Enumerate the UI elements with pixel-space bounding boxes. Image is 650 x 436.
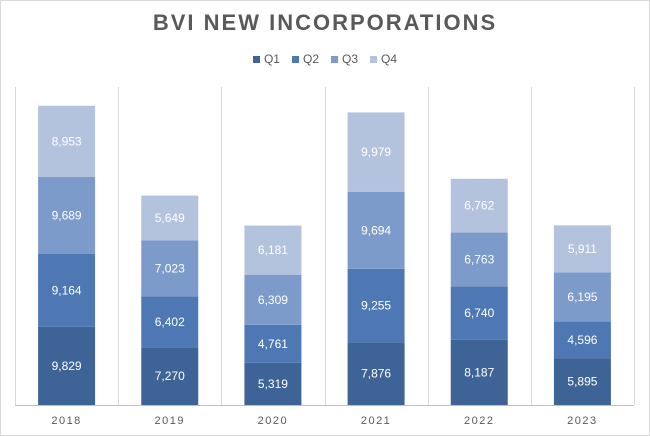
legend-label: Q4 <box>381 52 398 66</box>
bar-segment-q4-2018 <box>38 105 96 177</box>
bar-segment-q2-2018 <box>38 254 96 327</box>
data-label: 9,164 <box>52 283 82 297</box>
legend-swatch <box>291 55 299 63</box>
data-label: 6,763 <box>464 252 494 266</box>
legend-label: Q3 <box>342 52 359 66</box>
data-label: 8,953 <box>52 134 82 148</box>
data-label: 5,649 <box>155 211 185 225</box>
bar-segment-q2-2022 <box>450 286 508 340</box>
bar-segment-q3-2023 <box>553 272 611 322</box>
legend-label: Q2 <box>302 52 319 66</box>
x-tick-label: 2022 <box>464 415 494 427</box>
x-tick-label: 2019 <box>155 415 185 427</box>
data-label: 5,319 <box>258 377 288 391</box>
bar-segment-q4-2022 <box>450 178 508 233</box>
x-tick-label: 2018 <box>51 415 81 427</box>
bar-segment-q3-2019 <box>141 240 199 297</box>
bar-segment-q2-2021 <box>347 268 405 343</box>
bar-segment-q4-2021 <box>347 112 405 192</box>
chart-legend: Q1 Q2 Q3 Q4 <box>0 52 650 66</box>
bar-segment-q1-2020 <box>244 362 302 405</box>
bar-segment-q4-2023 <box>553 225 611 273</box>
data-label: 9,829 <box>52 359 82 373</box>
data-label: 8,187 <box>464 365 494 379</box>
bar-segment-q2-2023 <box>553 321 611 359</box>
x-tick-label: 2021 <box>361 415 391 427</box>
legend-swatch <box>331 55 338 63</box>
data-label: 7,270 <box>155 369 185 383</box>
legend-swatch <box>370 55 378 63</box>
legend-item-q3: Q3 <box>331 52 358 66</box>
data-label: 9,979 <box>361 145 391 159</box>
data-label: 6,740 <box>464 306 494 320</box>
bar-segment-q2-2019 <box>141 296 199 348</box>
data-label: 5,895 <box>567 375 597 389</box>
x-tick-label: 2023 <box>567 415 597 427</box>
bar-segment-q3-2022 <box>450 232 508 287</box>
legend-item-q1: Q1 <box>252 52 280 66</box>
data-label: 9,694 <box>361 223 391 237</box>
bar-segment-q1-2022 <box>450 339 508 405</box>
data-label: 6,309 <box>258 293 288 307</box>
data-label: 9,689 <box>52 208 82 222</box>
chart-title: BVI NEW INCORPORATIONS <box>152 10 498 35</box>
bar-segment-q3-2018 <box>38 176 96 255</box>
data-label: 7,876 <box>361 367 391 381</box>
bar-segment-q3-2020 <box>244 274 302 325</box>
data-label: 6,762 <box>464 199 494 213</box>
legend-swatch <box>252 55 260 63</box>
data-label: 7,023 <box>155 261 185 275</box>
data-label: 9,255 <box>361 299 391 313</box>
bar-segment-q1-2023 <box>553 358 611 405</box>
bar-segment-q4-2020 <box>244 225 302 275</box>
data-label: 6,181 <box>258 243 288 257</box>
bar-segment-q1-2018 <box>38 326 96 405</box>
legend-item-q2: Q2 <box>291 52 319 66</box>
bar-segment-q2-2020 <box>244 324 302 363</box>
data-label: 4,596 <box>567 333 597 347</box>
legend-item-q4: Q4 <box>370 52 397 66</box>
data-label: 5,911 <box>568 242 597 256</box>
legend-label: Q1 <box>263 52 280 66</box>
bar-segment-q4-2019 <box>141 195 199 241</box>
data-label: 4,761 <box>258 337 288 351</box>
bar-segment-q1-2021 <box>347 342 405 405</box>
bar-segment-q1-2019 <box>141 347 199 405</box>
bar-segment-q3-2021 <box>347 191 405 269</box>
data-label: 6,402 <box>155 315 185 329</box>
x-tick-label: 2020 <box>258 415 288 427</box>
data-label: 6,195 <box>567 290 597 304</box>
